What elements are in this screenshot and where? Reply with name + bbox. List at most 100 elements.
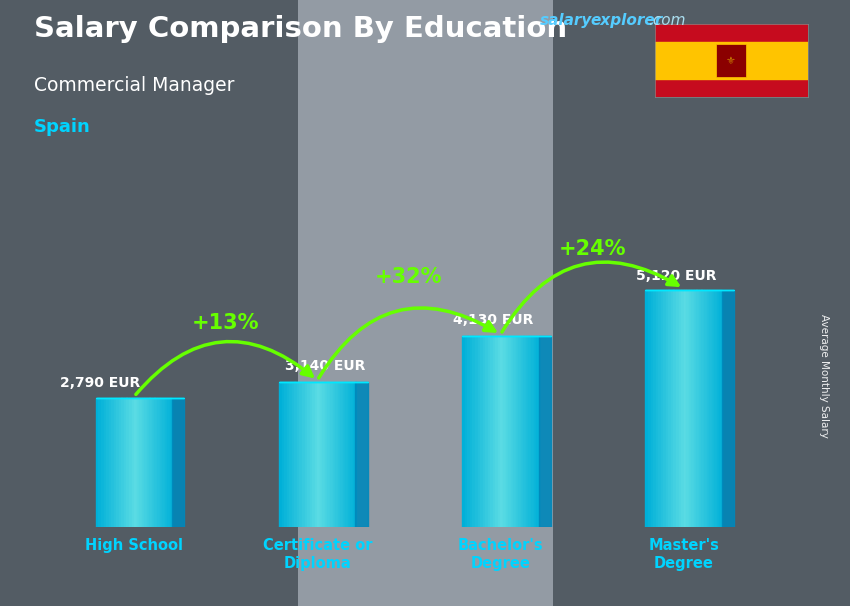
Bar (496, 336, 498, 527)
Bar (330, 382, 332, 527)
Bar (696, 290, 699, 527)
Text: .com: .com (648, 13, 685, 28)
Bar (714, 290, 717, 527)
Bar (531, 336, 534, 527)
Text: Commercial Manager: Commercial Manager (34, 76, 235, 95)
Bar (314, 382, 317, 527)
Bar (511, 336, 513, 527)
Text: Average Monthly Salary: Average Monthly Salary (819, 314, 829, 438)
Bar (465, 336, 468, 527)
Bar (343, 382, 345, 527)
Bar (101, 398, 104, 527)
Bar (304, 382, 307, 527)
Bar (470, 336, 473, 527)
Bar (139, 398, 142, 527)
Text: Salary Comparison By Education: Salary Comparison By Education (34, 15, 567, 43)
Bar (666, 290, 669, 527)
Bar (483, 336, 485, 527)
Bar (142, 398, 145, 527)
Bar (152, 398, 155, 527)
Text: ⚜: ⚜ (726, 56, 736, 65)
Bar (137, 398, 139, 527)
Bar (645, 290, 649, 527)
Bar (706, 290, 709, 527)
Bar (340, 382, 343, 527)
Bar (671, 290, 673, 527)
Bar (299, 382, 302, 527)
Bar (673, 290, 676, 527)
Bar (516, 336, 518, 527)
Bar (498, 336, 501, 527)
Bar (322, 382, 325, 527)
Polygon shape (722, 290, 734, 527)
Bar (660, 290, 664, 527)
Bar (144, 398, 147, 527)
Bar (353, 382, 355, 527)
Text: Spain: Spain (34, 118, 91, 136)
Bar (147, 398, 150, 527)
Text: 2,790 EUR: 2,790 EUR (60, 376, 140, 390)
Bar (485, 336, 488, 527)
Bar (524, 336, 526, 527)
Bar (701, 290, 704, 527)
Bar (309, 382, 312, 527)
Bar (279, 382, 282, 527)
Bar (654, 42, 808, 79)
Bar (529, 336, 531, 527)
Bar (552, 0, 850, 606)
Bar (480, 336, 483, 527)
Bar (526, 336, 529, 527)
Bar (96, 398, 99, 527)
Bar (478, 336, 480, 527)
Bar (312, 382, 314, 527)
Bar (122, 398, 124, 527)
Polygon shape (173, 398, 184, 527)
Bar (716, 44, 746, 77)
Bar (719, 290, 722, 527)
Bar (335, 382, 337, 527)
Text: +24%: +24% (558, 239, 626, 259)
Bar (686, 290, 688, 527)
Bar (668, 290, 671, 527)
Bar (699, 290, 701, 527)
Bar (317, 382, 320, 527)
Bar (688, 290, 691, 527)
Bar (648, 290, 651, 527)
Bar (663, 290, 666, 527)
Bar (119, 398, 122, 527)
Bar (508, 336, 511, 527)
Bar (655, 290, 659, 527)
Bar (132, 398, 134, 527)
Text: 5,120 EUR: 5,120 EUR (636, 268, 717, 282)
Bar (294, 382, 297, 527)
Bar (475, 336, 478, 527)
Bar (711, 290, 714, 527)
Bar (292, 382, 295, 527)
Bar (694, 290, 696, 527)
Bar (518, 336, 521, 527)
Bar (170, 398, 173, 527)
Bar (501, 336, 503, 527)
Bar (717, 290, 719, 527)
Bar (676, 290, 678, 527)
Text: 3,140 EUR: 3,140 EUR (285, 359, 366, 373)
Bar (298, 0, 552, 606)
Text: +32%: +32% (375, 267, 443, 287)
Bar (127, 398, 129, 527)
Bar (104, 398, 106, 527)
Bar (150, 398, 152, 527)
Bar (490, 336, 493, 527)
Text: 4,130 EUR: 4,130 EUR (453, 313, 533, 327)
Bar (691, 290, 694, 527)
Bar (124, 398, 127, 527)
Bar (129, 398, 132, 527)
Bar (116, 398, 119, 527)
Bar (332, 382, 335, 527)
Bar (302, 382, 304, 527)
Bar (337, 382, 340, 527)
Text: +13%: +13% (192, 313, 259, 333)
Bar (513, 336, 516, 527)
Bar (114, 398, 116, 527)
Bar (462, 336, 465, 527)
Bar (297, 382, 299, 527)
